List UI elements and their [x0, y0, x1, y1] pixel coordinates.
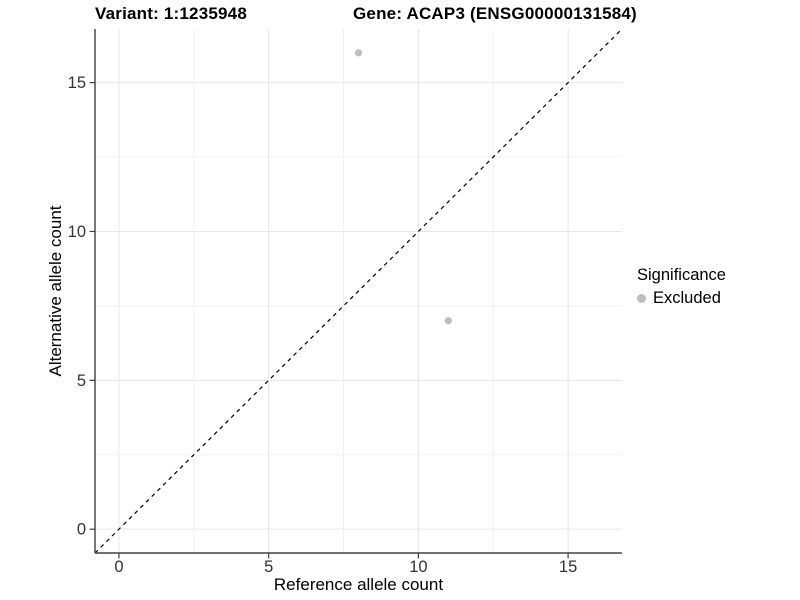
x-tick-label: 10	[409, 558, 427, 576]
legend-point-icon	[637, 294, 646, 303]
identity-line	[94, 28, 623, 554]
legend: Significance Excluded	[637, 266, 726, 308]
x-axis-title: Reference allele count	[273, 575, 444, 594]
x-tick-label: 15	[559, 558, 577, 576]
data-point	[444, 317, 452, 325]
legend-title: Significance	[637, 266, 726, 284]
gene-title: Gene: ACAP3 (ENSG00000131584)	[353, 4, 637, 23]
legend-item-label: Excluded	[653, 289, 721, 307]
y-tick-label: 5	[77, 372, 86, 390]
legend-item-excluded: Excluded	[637, 289, 726, 308]
y-tick-label: 0	[77, 521, 86, 539]
y-tick-label: 10	[68, 223, 86, 241]
x-tick-label: 0	[114, 558, 123, 576]
variant-title: Variant: 1:1235948	[95, 4, 247, 23]
data-point	[354, 49, 363, 57]
y-tick-label: 15	[68, 74, 86, 92]
x-tick-label: 5	[264, 558, 273, 576]
